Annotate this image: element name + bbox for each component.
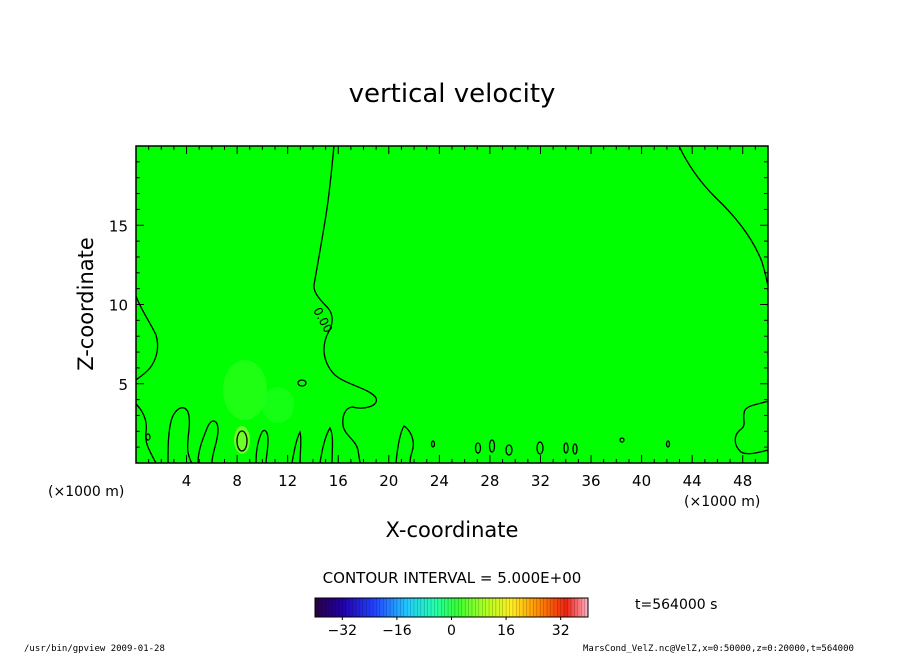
contour-left-bottom [135, 403, 157, 464]
footer-right: MarsCond_VelZ.nc@VelZ,x=0:50000,z=0:2000… [583, 644, 854, 654]
colorbar-ticks: −32 −16 0 16 32 [328, 617, 570, 639]
contour-small-8 [145, 433, 151, 441]
footer-left: /usr/bin/gpview 2009-01-28 [24, 644, 165, 654]
x-tick-label: 8 [232, 472, 242, 490]
contour-small-6 [572, 443, 578, 455]
contour-closed-8km [236, 430, 248, 452]
contour-bump-1 [167, 407, 193, 464]
velocity-patch-2 [262, 387, 294, 423]
colorbar-tick-label: 16 [497, 623, 515, 639]
colorbar-tick-label: 0 [447, 623, 456, 639]
contour-bump-6 [395, 425, 414, 464]
contour-small-4 [536, 441, 544, 455]
x-tick-label: 36 [581, 472, 600, 490]
x-unit-right: (×1000 m) [684, 494, 760, 510]
contour-right-edge [678, 145, 769, 288]
x-axis-label: X-coordinate [386, 518, 519, 542]
contour-small-7 [619, 437, 625, 443]
contour-small-1 [474, 442, 482, 454]
contour-small-9 [430, 440, 436, 448]
contour-bump-5 [319, 426, 334, 464]
chart-title: vertical velocity [349, 79, 556, 109]
contour-bump-4 [291, 430, 302, 464]
contour-main-left [313, 145, 378, 464]
colorbar-tick-label: −16 [382, 623, 412, 639]
y-tick-label: 10 [109, 297, 128, 315]
x-tick-label: 32 [531, 472, 550, 490]
colorbar-gradient [315, 598, 588, 617]
x-tick-label: 40 [632, 472, 651, 490]
x-tick-label: 28 [480, 472, 499, 490]
x-tick-label: 12 [278, 472, 297, 490]
x-tick-label: 16 [329, 472, 348, 490]
colorbar-tick-label: 32 [552, 623, 570, 639]
y-tick-label: 5 [118, 376, 128, 394]
x-axis-ticks: 4 8 12 16 20 24 28 32 36 40 44 48 [148, 146, 756, 490]
contour-right-bottom [734, 400, 769, 455]
contour-bump-3 [255, 429, 269, 464]
contour-small-2 [488, 439, 496, 453]
contour-interval: CONTOUR INTERVAL = 5.000E+00 [323, 569, 582, 587]
contour-small-3 [505, 444, 513, 456]
colorbar: −32 −16 0 16 32 [314, 597, 589, 639]
plot-background [136, 146, 768, 463]
time-label: t=564000 s [635, 597, 717, 613]
y-tick-label: 15 [109, 217, 128, 235]
contour-closed-13km [297, 379, 307, 387]
velocity-patch-1 [223, 360, 267, 420]
x-tick-label: 44 [683, 472, 702, 490]
colorbar-stripes [318, 598, 585, 617]
contour-left-edge [135, 295, 159, 381]
y-axis-ticks: 5 10 15 [109, 161, 768, 448]
x-tick-label: 24 [430, 472, 449, 490]
contour-small-5 [563, 442, 569, 454]
x-unit-left: (×1000 m) [48, 484, 124, 500]
x-tick-label: 4 [182, 472, 192, 490]
contour-small-10 [665, 440, 671, 448]
contour-bump-2 [197, 420, 219, 464]
plot-area: 0.00 [135, 145, 769, 464]
y-axis-label: Z-coordinate [74, 237, 98, 371]
contour-lines [135, 145, 769, 464]
x-tick-label: 48 [733, 472, 752, 490]
x-tick-label: 20 [379, 472, 398, 490]
colorbar-tick-label: −32 [328, 623, 358, 639]
